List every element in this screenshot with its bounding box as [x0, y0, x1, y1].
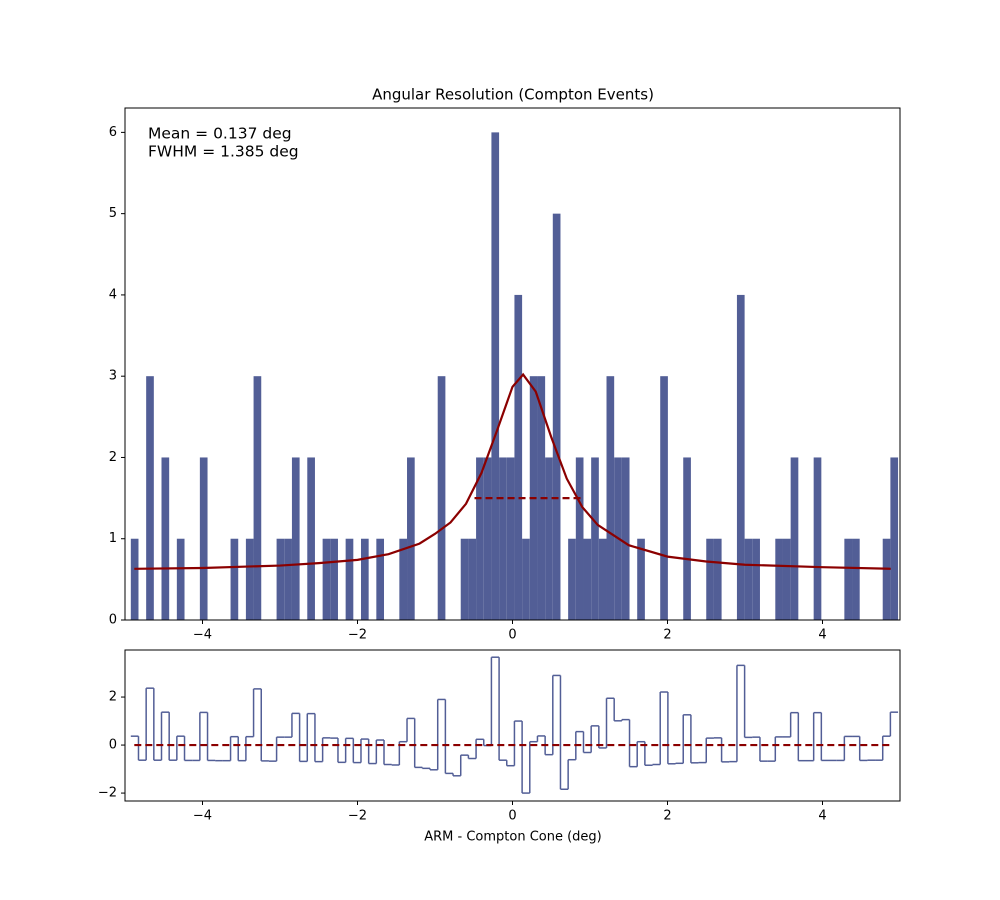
bar: [813, 457, 822, 620]
bar: [545, 457, 553, 620]
bar: [483, 457, 492, 620]
x-tick-label: 0: [508, 628, 516, 643]
bar: [552, 213, 561, 620]
bar: [376, 538, 385, 620]
bar: [130, 538, 139, 620]
y-tick-label: 1: [109, 531, 117, 546]
axes-frame: [124, 649, 901, 802]
bar: [790, 457, 799, 620]
bar: [660, 376, 668, 620]
bar: [476, 457, 484, 620]
bar: [514, 294, 523, 620]
x-tick-label: 4: [818, 628, 826, 643]
y-tick-label: 4: [109, 287, 117, 302]
chart-title: Angular Resolution (Compton Events): [372, 86, 654, 104]
y-tick-label: −2: [98, 786, 117, 801]
bar: [744, 538, 753, 620]
bar: [330, 538, 338, 620]
bar: [407, 457, 415, 620]
x-axis-label: ARM - Compton Cone (deg): [424, 830, 602, 845]
bar: [522, 538, 530, 620]
bar: [146, 376, 154, 620]
bar: [736, 294, 745, 620]
bar: [161, 457, 170, 620]
bar: [852, 538, 860, 620]
bar: [583, 538, 592, 620]
bar: [844, 538, 853, 620]
bar: [360, 538, 369, 620]
bar: [176, 538, 185, 620]
x-tick-label: −2: [348, 628, 367, 643]
y-tick-label: 2: [109, 450, 117, 465]
bar: [683, 457, 691, 620]
bar: [491, 132, 500, 620]
bar: [322, 538, 331, 620]
bar: [291, 457, 300, 620]
bar: [637, 538, 645, 620]
bar: [606, 376, 615, 620]
bar: [345, 538, 354, 620]
bar: [399, 538, 408, 620]
bar: [621, 457, 630, 620]
bar: [499, 457, 507, 620]
bar: [775, 538, 783, 620]
x-tick-label: −4: [193, 809, 212, 824]
y-tick-label: 3: [109, 369, 117, 384]
bar: [752, 538, 760, 620]
bar: [706, 538, 714, 620]
annotation: FWHM = 1.385 deg: [148, 143, 299, 161]
bar: [890, 457, 899, 620]
y-tick-label: 2: [109, 690, 117, 705]
x-tick-label: 4: [818, 809, 826, 824]
bar: [199, 457, 208, 620]
bar: [882, 538, 891, 620]
bar: [568, 538, 576, 620]
y-tick-label: 6: [109, 125, 117, 140]
bar: [245, 538, 254, 620]
y-tick-label: 5: [109, 206, 117, 221]
x-tick-label: 0: [508, 809, 516, 824]
x-tick-label: 2: [663, 628, 671, 643]
bar: [230, 538, 239, 620]
x-tick-label: −4: [193, 628, 212, 643]
bar: [307, 457, 315, 620]
x-tick-label: 2: [663, 809, 671, 824]
bar: [575, 457, 584, 620]
y-tick-label: 0: [109, 738, 117, 753]
bar: [506, 457, 515, 620]
x-tick-label: −2: [348, 809, 367, 824]
fit-curve: [134, 372, 891, 570]
bar: [437, 376, 446, 620]
bar: [253, 376, 262, 620]
bar: [713, 538, 722, 620]
bar: [468, 538, 477, 620]
bar: [591, 457, 599, 620]
bar: [782, 538, 791, 620]
bar: [460, 538, 469, 620]
bar: [276, 538, 285, 620]
annotation: Mean = 0.137 deg: [148, 125, 292, 143]
y-tick-label: 0: [109, 613, 117, 628]
bar: [598, 538, 607, 620]
bar: [284, 538, 292, 620]
